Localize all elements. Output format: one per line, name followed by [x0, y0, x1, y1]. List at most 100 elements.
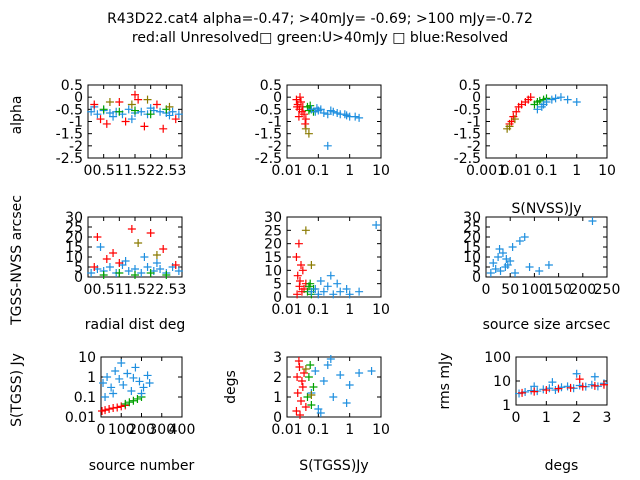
data-point-red — [102, 255, 111, 263]
y-tick-label: -2 — [467, 139, 481, 155]
data-point-blue — [137, 107, 146, 116]
data-point-red — [90, 100, 99, 109]
x-tick-label: 10 — [372, 302, 390, 318]
x-tick-label: 1 — [345, 163, 354, 179]
data-point-blue — [491, 265, 500, 273]
data-point-blue — [551, 94, 560, 103]
data-point-red — [127, 225, 136, 233]
data-point-blue — [340, 110, 349, 119]
data-point-blue — [572, 98, 581, 107]
data-point-blue — [494, 253, 503, 261]
data-point-red — [300, 369, 309, 377]
y-tick-label: -2.5 — [56, 151, 83, 167]
data-point-blue — [489, 259, 498, 267]
data-point-blue — [87, 107, 96, 116]
data-point-blue — [486, 269, 495, 277]
data-point-blue — [326, 271, 335, 280]
x-tick-label: 10 — [598, 163, 616, 179]
y-axis-label: rms mJy — [437, 353, 453, 410]
data-point-blue — [319, 377, 328, 385]
data-point-blue — [137, 389, 146, 398]
data-point-red — [90, 263, 99, 271]
data-point-blue — [103, 373, 112, 381]
data-point-red — [575, 375, 584, 384]
data-point-green — [309, 383, 318, 391]
x-tick-label: 0.01 — [501, 163, 532, 179]
x-tick-label: 1 — [345, 422, 354, 438]
data-point-blue — [314, 290, 323, 299]
x-tick-label: 100 — [521, 282, 548, 298]
x-tick-label: 0.1 — [307, 163, 329, 179]
x-tick-label: 0.01 — [271, 422, 302, 438]
data-point-green — [306, 279, 315, 288]
data-point-red — [542, 386, 551, 395]
data-point-blue — [556, 93, 565, 102]
x-tick-label: 0.1 — [307, 302, 329, 318]
y-tick-label: 1 — [87, 370, 96, 386]
data-point-blue — [123, 369, 132, 378]
x-tick-label: 3 — [603, 410, 612, 426]
x-tick-label: 1 — [572, 163, 581, 179]
data-point-blue — [329, 393, 338, 401]
x-tick-label: 0.5 — [93, 282, 115, 298]
data-point-red — [554, 384, 563, 393]
data-point-olive — [152, 251, 161, 259]
data-point-blue — [495, 245, 504, 253]
data-point-red — [93, 233, 102, 241]
data-point-red — [294, 112, 303, 121]
data-point-red — [171, 261, 180, 269]
data-point-red — [518, 388, 527, 397]
data-point-blue — [93, 110, 102, 119]
y-tick-label: -1 — [268, 115, 282, 131]
x-axis-label: source size arcsec — [483, 317, 611, 333]
data-point-red — [293, 102, 302, 111]
data-point-red — [292, 253, 301, 261]
data-point-red — [117, 402, 126, 411]
x-tick-label: 0.001 — [466, 163, 506, 179]
data-point-red — [159, 124, 168, 133]
y-tick-label: 2 — [273, 370, 282, 386]
data-point-blue — [323, 282, 332, 291]
data-point-red — [297, 261, 306, 269]
x-tick-label: 3 — [178, 163, 187, 179]
x-tick-label: 400 — [169, 422, 196, 438]
data-point-red — [526, 93, 535, 102]
data-point-blue — [131, 363, 140, 372]
data-point-blue — [326, 355, 335, 363]
x-tick-label: 1 — [345, 302, 354, 318]
y-tick-label: -2.5 — [454, 151, 481, 167]
x-tick-label: 10 — [372, 163, 390, 179]
y-tick-label: 5 — [472, 260, 481, 276]
data-point-blue — [537, 102, 546, 111]
data-point-red — [159, 245, 168, 253]
y-tick-label: 0 — [74, 90, 83, 106]
data-point-blue — [502, 255, 511, 263]
data-point-red — [131, 90, 139, 99]
data-point-blue — [145, 379, 154, 388]
data-point-red — [599, 380, 608, 389]
data-point-red — [578, 382, 587, 391]
data-point-blue — [355, 287, 364, 296]
x-axis-label: degs — [545, 458, 579, 474]
data-point-blue — [508, 243, 517, 251]
data-point-red — [152, 100, 161, 109]
x-tick-label: 50 — [501, 282, 519, 298]
y-tick-label: 25 — [463, 220, 481, 236]
data-point-green — [535, 96, 544, 105]
data-point-blue — [143, 371, 152, 380]
data-point-red — [296, 411, 305, 419]
data-point-blue — [109, 112, 118, 121]
x-tick-label: 0 — [97, 422, 106, 438]
y-tick-label: 5 — [74, 260, 83, 276]
data-point-green — [304, 373, 313, 381]
y-tick-label: 0 — [273, 410, 282, 426]
data-point-olive — [105, 98, 114, 107]
data-point-blue — [326, 106, 335, 115]
data-point-red — [293, 373, 302, 381]
x-tick-label: 0.1 — [307, 422, 329, 438]
data-point-red — [301, 403, 310, 411]
y-tick-label: -1.5 — [56, 127, 83, 143]
x-tick-label: 1 — [115, 282, 124, 298]
data-point-red — [293, 290, 302, 299]
